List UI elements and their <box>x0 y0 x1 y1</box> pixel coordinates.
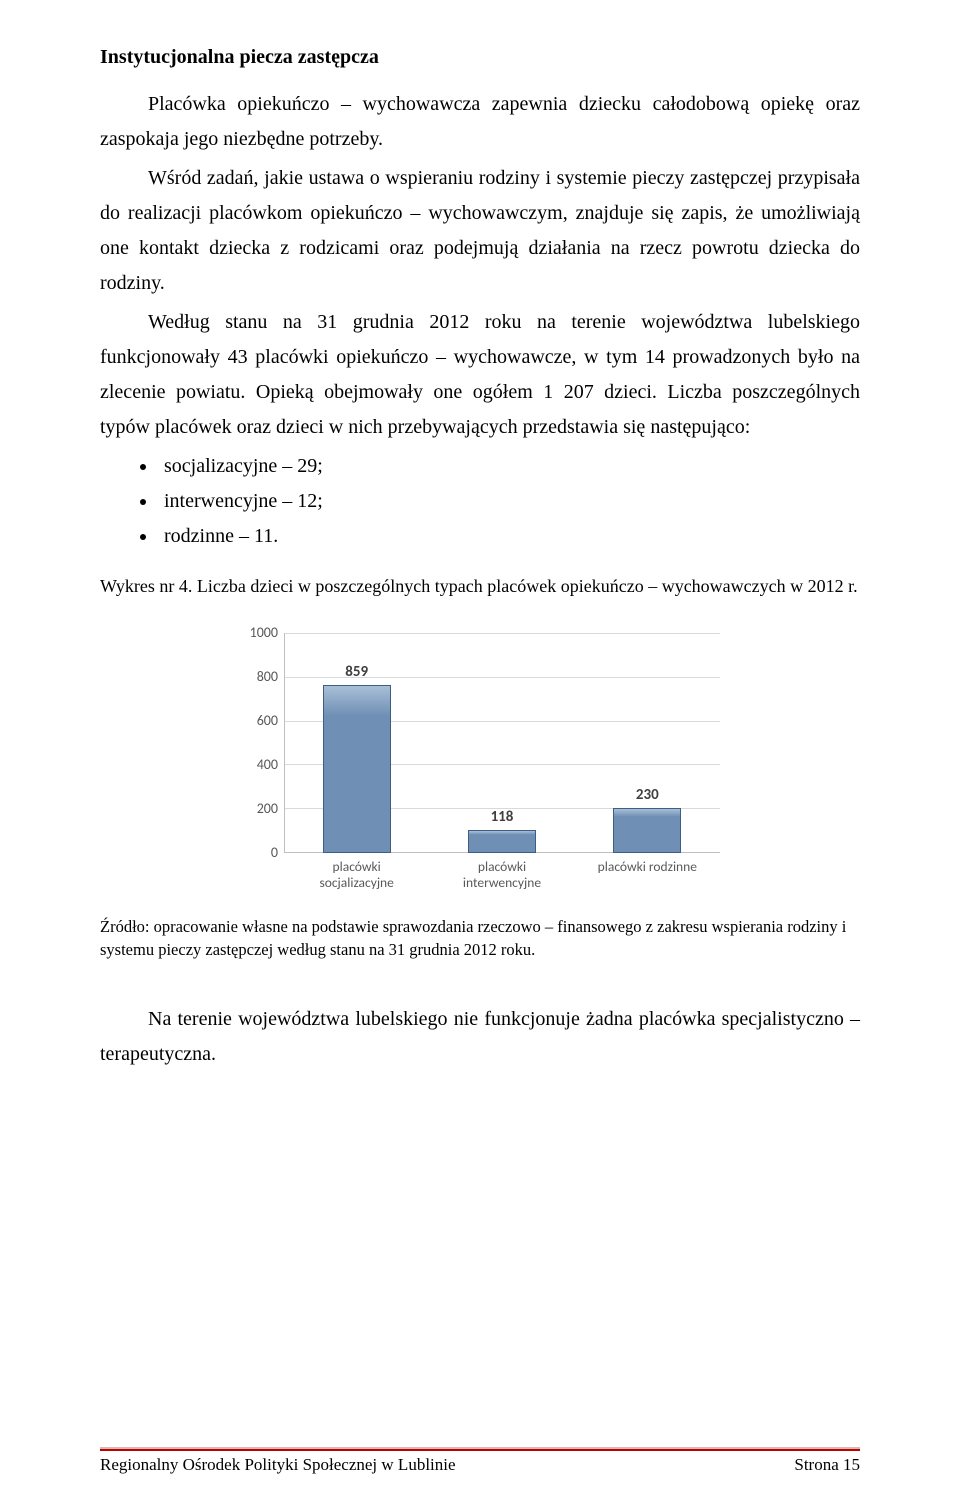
page-footer: Regionalny Ośrodek Polityki Społecznej w… <box>100 1447 860 1475</box>
bar <box>323 685 391 853</box>
section-heading: Instytucjonalna piecza zastępcza <box>100 46 860 69</box>
list-item: interwencyjne – 12; <box>158 484 860 519</box>
plot-area: 859 118 230 <box>284 633 720 853</box>
x-label: placówki interwencyjne <box>447 859 557 891</box>
bar-slot: 230 <box>592 786 702 853</box>
bar-slot: 118 <box>447 808 557 853</box>
bar <box>468 830 536 853</box>
bullet-list: socjalizacyjne – 29; interwencyjne – 12;… <box>100 449 860 554</box>
paragraph: Według stanu na 31 grudnia 2012 roku na … <box>100 305 860 445</box>
bars-container: 859 118 230 <box>284 633 720 853</box>
figure-source: Źródło: opracowanie własne na podstawie … <box>100 915 860 961</box>
x-axis-labels: placówki socjalizacyjne placówki interwe… <box>284 859 720 891</box>
footer-rule <box>100 1447 860 1451</box>
document-page: Instytucjonalna piecza zastępcza Placówk… <box>0 0 960 1511</box>
bar-value-label: 859 <box>345 663 368 681</box>
bar-value-label: 118 <box>491 808 514 826</box>
paragraph: Placówka opiekuńczo – wychowawcza zapewn… <box>100 87 860 157</box>
list-item: rodzinne – 11. <box>158 519 860 554</box>
x-label: placówki socjalizacyjne <box>302 859 412 891</box>
paragraph: Wśród zadań, jakie ustawa o wspieraniu r… <box>100 161 860 301</box>
paragraph: Na terenie województwa lubelskiego nie f… <box>100 1002 860 1072</box>
list-item: socjalizacyjne – 29; <box>158 449 860 484</box>
bar <box>613 808 681 853</box>
bar-value-label: 230 <box>636 786 659 804</box>
y-axis: 1000 800 600 400 200 0 <box>240 633 284 853</box>
footer-left: Regionalny Ośrodek Polityki Społecznej w… <box>100 1455 456 1475</box>
bar-chart: 1000 800 600 400 200 0 859 <box>240 633 720 891</box>
bar-slot: 859 <box>302 663 412 853</box>
footer-right: Strona 15 <box>794 1455 860 1475</box>
figure-caption: Wykres nr 4. Liczba dzieci w poszczególn… <box>100 576 860 597</box>
x-label: placówki rodzinne <box>592 859 702 891</box>
